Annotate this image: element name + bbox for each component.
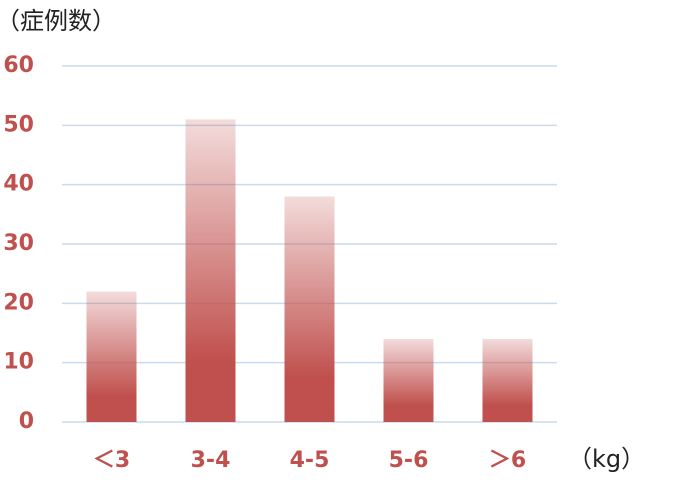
x-axis-unit: （kg） xyxy=(568,445,645,473)
x-tick-label: 4-5 xyxy=(290,448,330,473)
bar xyxy=(86,291,137,422)
y-tick-label: 0 xyxy=(19,409,34,434)
y-axis-title: （症例数） xyxy=(0,7,116,35)
y-tick-label: 40 xyxy=(3,172,34,197)
x-tick-label: 3-4 xyxy=(191,448,231,473)
y-tick-label: 20 xyxy=(3,290,34,315)
y-tick-label: 30 xyxy=(3,231,34,256)
x-tick-label: 5-6 xyxy=(389,448,429,473)
x-tick-label: ＜3 xyxy=(93,448,130,473)
bar xyxy=(284,196,335,422)
x-tick-label: ＞6 xyxy=(489,448,526,473)
bar xyxy=(383,338,434,422)
y-tick-label: 60 xyxy=(3,53,34,78)
bar xyxy=(482,338,533,422)
y-tick-label: 50 xyxy=(3,112,34,137)
y-tick-label: 10 xyxy=(3,350,34,375)
bar xyxy=(185,119,236,423)
